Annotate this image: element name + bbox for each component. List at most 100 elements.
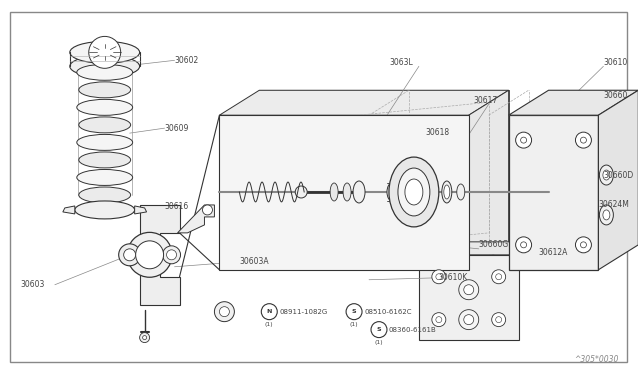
Ellipse shape	[442, 181, 452, 203]
Polygon shape	[220, 90, 509, 115]
Ellipse shape	[343, 183, 351, 201]
Polygon shape	[259, 90, 509, 245]
Circle shape	[516, 237, 532, 253]
Polygon shape	[220, 115, 468, 270]
Text: 30618: 30618	[426, 128, 450, 137]
Circle shape	[495, 274, 502, 280]
Circle shape	[346, 304, 362, 320]
Circle shape	[220, 307, 229, 317]
Circle shape	[520, 242, 527, 248]
Ellipse shape	[79, 187, 131, 203]
Text: N: N	[267, 309, 272, 314]
Ellipse shape	[353, 181, 365, 203]
Text: 08360-6161B: 08360-6161B	[389, 327, 436, 333]
Text: 30616: 30616	[164, 202, 189, 211]
Text: 30660: 30660	[604, 91, 628, 100]
Text: 30603: 30603	[20, 280, 44, 289]
Ellipse shape	[166, 250, 177, 260]
Text: 30612A: 30612A	[539, 248, 568, 257]
Ellipse shape	[330, 183, 338, 201]
Text: 30610K: 30610K	[439, 273, 468, 282]
Circle shape	[639, 178, 640, 186]
Polygon shape	[419, 255, 518, 340]
Ellipse shape	[124, 249, 136, 261]
Circle shape	[492, 312, 506, 327]
Ellipse shape	[457, 184, 465, 200]
Ellipse shape	[70, 41, 140, 63]
Circle shape	[575, 132, 591, 148]
Ellipse shape	[77, 134, 132, 150]
Ellipse shape	[79, 82, 131, 98]
Circle shape	[495, 317, 502, 323]
Polygon shape	[419, 242, 539, 255]
Circle shape	[580, 242, 586, 248]
Ellipse shape	[79, 117, 131, 133]
Ellipse shape	[77, 64, 132, 80]
Text: 08911-1082G: 08911-1082G	[279, 309, 328, 315]
Ellipse shape	[600, 165, 613, 185]
Ellipse shape	[603, 210, 610, 220]
Ellipse shape	[70, 55, 140, 77]
Ellipse shape	[398, 168, 430, 216]
Polygon shape	[598, 90, 638, 270]
Circle shape	[436, 274, 442, 280]
Circle shape	[639, 138, 640, 146]
Text: ^305*0030: ^305*0030	[574, 355, 618, 364]
Text: S: S	[377, 327, 381, 332]
Text: 30660G: 30660G	[479, 240, 509, 249]
Ellipse shape	[600, 205, 613, 225]
Circle shape	[295, 186, 307, 198]
Circle shape	[89, 36, 121, 68]
Text: (1): (1)	[349, 322, 358, 327]
Circle shape	[202, 205, 212, 215]
Text: S: S	[352, 309, 356, 314]
Ellipse shape	[77, 99, 132, 115]
Ellipse shape	[387, 183, 397, 201]
Text: 30603A: 30603A	[239, 257, 269, 266]
Text: 30609: 30609	[164, 124, 189, 133]
Circle shape	[214, 302, 234, 322]
Text: 30610: 30610	[604, 58, 628, 67]
Circle shape	[580, 137, 586, 143]
Circle shape	[516, 132, 532, 148]
Text: 30617: 30617	[474, 96, 498, 105]
Polygon shape	[140, 205, 180, 305]
Text: 30624M: 30624M	[598, 201, 629, 209]
Text: (1): (1)	[265, 322, 273, 327]
Polygon shape	[134, 206, 147, 214]
Ellipse shape	[79, 152, 131, 168]
Circle shape	[140, 333, 150, 343]
Ellipse shape	[405, 179, 423, 205]
Ellipse shape	[118, 244, 141, 266]
Ellipse shape	[459, 310, 479, 330]
Ellipse shape	[603, 170, 610, 180]
Circle shape	[371, 322, 387, 338]
Ellipse shape	[75, 201, 134, 219]
Text: 3063L: 3063L	[389, 58, 413, 67]
Text: 30660D: 30660D	[604, 170, 634, 180]
Circle shape	[143, 336, 147, 340]
Polygon shape	[509, 90, 638, 115]
Circle shape	[436, 317, 442, 323]
Polygon shape	[177, 205, 214, 233]
Polygon shape	[509, 115, 598, 270]
Ellipse shape	[444, 185, 450, 199]
Ellipse shape	[127, 232, 172, 277]
Ellipse shape	[459, 280, 479, 300]
Circle shape	[575, 237, 591, 253]
Circle shape	[432, 312, 446, 327]
Circle shape	[520, 137, 527, 143]
Text: 08510-6162C: 08510-6162C	[364, 309, 412, 315]
Circle shape	[261, 304, 277, 320]
Circle shape	[492, 270, 506, 284]
Polygon shape	[468, 90, 509, 270]
Ellipse shape	[136, 241, 164, 269]
Text: (1): (1)	[374, 340, 383, 345]
Ellipse shape	[163, 246, 180, 264]
Ellipse shape	[389, 157, 439, 227]
Ellipse shape	[77, 170, 132, 185]
Circle shape	[639, 218, 640, 226]
Text: 30602: 30602	[175, 56, 199, 65]
Ellipse shape	[464, 315, 474, 325]
Polygon shape	[63, 206, 75, 214]
